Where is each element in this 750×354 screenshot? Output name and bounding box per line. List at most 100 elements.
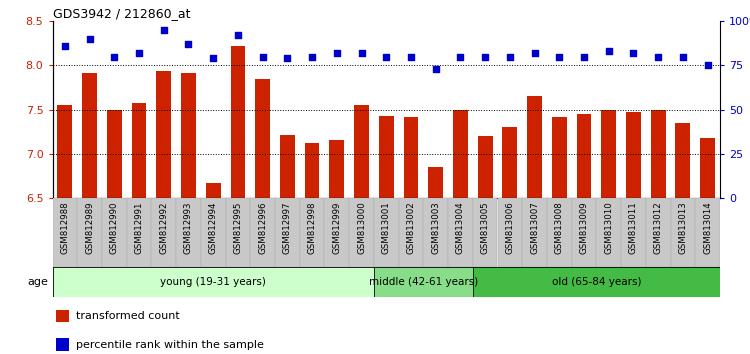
Bar [621,198,646,267]
Text: GSM812997: GSM812997 [283,202,292,254]
Bar [77,198,102,267]
Bar [404,117,418,198]
Text: GSM813014: GSM813014 [704,202,712,255]
Bar [527,96,542,198]
Bar [53,198,77,267]
Text: GSM813005: GSM813005 [481,202,490,255]
Bar [552,117,567,198]
Bar [596,198,621,267]
Bar [374,267,472,297]
Text: GSM813013: GSM813013 [679,202,688,255]
Bar [329,140,344,198]
Bar [82,73,97,198]
Bar [255,79,270,198]
Bar [56,310,69,322]
Text: GSM812996: GSM812996 [258,202,267,254]
Bar [206,183,220,198]
Text: GSM812998: GSM812998 [308,202,316,254]
Bar [478,136,493,198]
Bar [700,138,715,198]
Text: GSM813003: GSM813003 [431,202,440,255]
Text: percentile rank within the sample: percentile rank within the sample [76,339,264,349]
Bar [230,46,245,198]
Text: GSM812990: GSM812990 [110,202,118,254]
Point [281,56,293,61]
Bar [300,198,325,267]
Bar [102,198,127,267]
Point [702,63,714,68]
Point [158,27,170,33]
Bar [156,71,171,198]
Point [479,54,491,59]
Bar [577,114,592,198]
Bar [670,198,695,267]
Point [83,36,95,42]
Bar [547,198,572,267]
Text: GSM812989: GSM812989 [85,202,94,254]
Text: GSM813011: GSM813011 [629,202,638,255]
Text: age: age [28,277,49,287]
Bar [522,198,547,267]
Bar [127,198,152,267]
Point [232,33,244,38]
Text: middle (42-61 years): middle (42-61 years) [369,277,478,287]
Bar [56,338,69,351]
Bar [152,198,176,267]
Point [356,50,368,56]
Text: GSM812988: GSM812988 [60,202,69,254]
Point [405,54,417,59]
Text: GSM813008: GSM813008 [555,202,564,255]
Bar [676,123,690,198]
Point [554,54,566,59]
Point [628,50,640,56]
Bar [58,105,72,198]
Bar [472,267,720,297]
Point [108,54,120,59]
Bar [354,105,369,198]
Bar [131,103,146,198]
Text: GSM813009: GSM813009 [580,202,589,254]
Bar [398,198,423,267]
Bar [304,143,320,198]
Text: GSM812999: GSM812999 [332,202,341,254]
Bar [181,73,196,198]
Bar [53,267,374,297]
Bar [572,198,596,267]
Text: GSM813004: GSM813004 [456,202,465,255]
Point [182,41,194,47]
Point [207,56,219,61]
Text: GSM812993: GSM812993 [184,202,193,254]
Text: GSM812992: GSM812992 [159,202,168,254]
Bar [374,198,398,267]
Point [603,48,615,54]
Point [652,54,664,59]
Point [133,50,145,56]
Bar [472,198,497,267]
Bar [107,110,122,198]
Text: GSM813001: GSM813001 [382,202,391,255]
Bar [379,116,394,198]
Bar [453,110,468,198]
Point [256,54,268,59]
Bar [201,198,226,267]
Text: GSM812994: GSM812994 [209,202,218,254]
Text: GSM812995: GSM812995 [233,202,242,254]
Point [454,54,466,59]
Text: GSM813006: GSM813006 [506,202,515,255]
Bar [251,198,275,267]
Bar [497,198,522,267]
Text: young (19-31 years): young (19-31 years) [160,277,266,287]
Bar [280,135,295,198]
Bar [350,198,374,267]
Point [58,43,70,49]
Point [430,66,442,72]
Text: GSM812991: GSM812991 [134,202,143,254]
Text: transformed count: transformed count [76,311,179,321]
Bar [423,198,448,267]
Bar [503,127,518,198]
Point [331,50,343,56]
Bar [695,198,720,267]
Point [578,54,590,59]
Text: GSM813000: GSM813000 [357,202,366,255]
Point [529,50,541,56]
